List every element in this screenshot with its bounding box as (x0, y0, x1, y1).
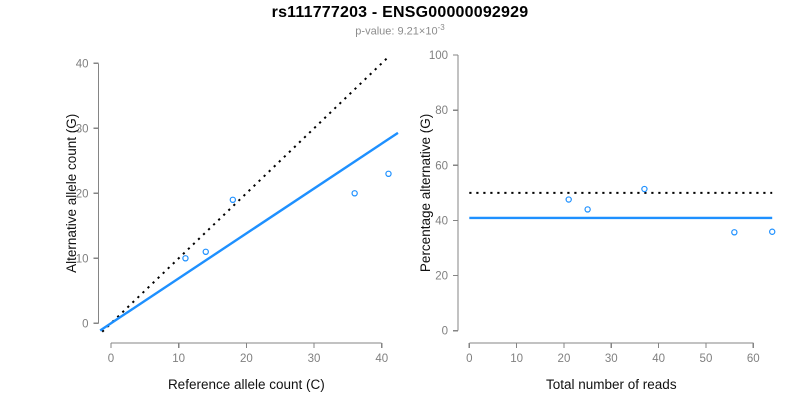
y-tick-label: 0 (442, 326, 448, 338)
x-tick-label: 10 (510, 353, 523, 365)
y-tick-label: 0 (82, 318, 88, 330)
y-tick-label: 20 (435, 271, 448, 283)
y-tick-label: 30 (76, 123, 89, 135)
p-value-exponent: -3 (437, 23, 445, 32)
y-axis-label: Alternative allele count (G) (64, 114, 79, 273)
x-tick-label: 10 (172, 353, 185, 365)
figure-title: rs111777203 - ENSG00000092929 (271, 4, 529, 21)
x-axis-label: Reference allele count (C) (168, 377, 325, 392)
data-point (565, 196, 572, 203)
identity-line (101, 54, 391, 333)
x-axis-label: Total number of reads (546, 377, 677, 392)
x-tick-label: 20 (558, 353, 571, 365)
x-tick-label: 30 (308, 353, 321, 365)
x-tick-label: 30 (605, 353, 618, 365)
y-tick-label: 20 (76, 188, 89, 200)
y-axis-label: Percentage alternative (G) (418, 114, 433, 272)
x-tick-label: 60 (747, 353, 760, 365)
x-tick-label: 0 (108, 353, 114, 365)
data-point (584, 206, 591, 213)
y-tick-label: 40 (435, 215, 448, 227)
right-plot: 0 20 40 60 80 100 0 10 20 30 40 50 60 Total number of… (418, 50, 776, 392)
p-value-text: p-value: 9.21×10 (355, 25, 438, 38)
x-tick-label: 40 (652, 353, 665, 365)
y-tick-label: 100 (429, 50, 448, 62)
data-point (731, 229, 738, 236)
data-point (385, 170, 392, 177)
y-tick-label: 80 (435, 105, 448, 117)
data-point (351, 190, 358, 197)
data-point (182, 255, 189, 262)
x-tick-label: 20 (240, 353, 253, 365)
figure-subtitle: p-value: 9.21×10-3 (0, 23, 800, 38)
y-tick-label: 40 (76, 58, 89, 70)
data-point (229, 196, 237, 203)
fit-line (99, 131, 399, 332)
data-point (641, 185, 648, 193)
x-tick-label: 0 (466, 353, 472, 365)
data-point (769, 228, 776, 235)
y-tick-label: 60 (435, 160, 448, 172)
y-tick-label: 10 (76, 253, 89, 265)
x-tick-label: 40 (375, 353, 388, 365)
x-tick-label: 50 (700, 353, 713, 365)
data-point (202, 248, 209, 255)
left-plot: 0 10 20 30 40 0 10 20 30 40 Reference allele count… (64, 54, 399, 392)
